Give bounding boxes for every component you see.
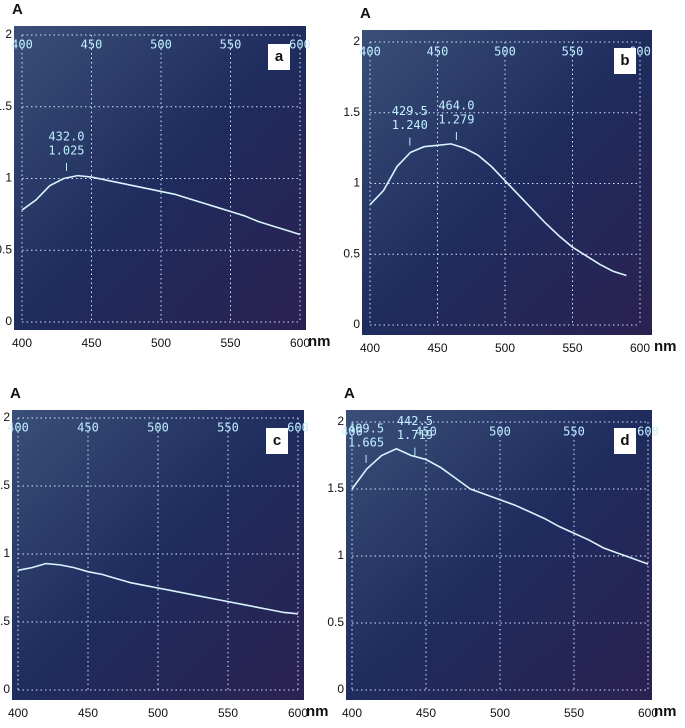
panel-badge <box>614 48 636 74</box>
screen-x-label: 600 <box>289 38 311 52</box>
x-tick-label: 500 <box>490 706 510 720</box>
screen-x-label: 400 <box>359 45 381 59</box>
x-tick-label: 450 <box>416 706 436 720</box>
screen-x-label: 550 <box>562 45 584 59</box>
screen <box>14 26 306 330</box>
peak-x-label: 442.5 <box>397 414 433 428</box>
x-tick-label: 500 <box>151 336 171 350</box>
x-axis-label: nm <box>308 333 331 350</box>
y-tick-label: 1 <box>5 171 12 185</box>
y-tick-label: 0 <box>337 682 344 696</box>
peak-y-label: 1.665 <box>348 435 384 449</box>
y-axis-label: A <box>344 385 355 402</box>
x-tick-label: 400 <box>8 706 28 720</box>
y-axis-label: A <box>12 1 23 18</box>
y-tick-label: 1 <box>337 548 344 562</box>
y-axis-label: A <box>360 5 371 22</box>
y-tick-label: 1.5 <box>343 105 360 119</box>
panel-label: d <box>620 432 629 449</box>
x-tick-label: 600 <box>630 341 650 355</box>
y-tick-label: 1 <box>353 176 360 190</box>
screen-x-label: 450 <box>77 421 99 435</box>
spectrum-line <box>369 143 627 277</box>
screen-x-label: 500 <box>494 45 516 59</box>
x-axis-label: nm <box>306 703 329 720</box>
y-tick-label: 2 <box>353 34 360 48</box>
peak-y-label: 1.240 <box>392 118 428 132</box>
y-tick-label: 0.5 <box>0 242 12 256</box>
screen-x-label: 400 <box>341 425 363 439</box>
y-tick-label: 0 <box>5 314 12 328</box>
x-tick-label: 450 <box>81 336 101 350</box>
peak-x-label: 429.5 <box>392 104 428 118</box>
y-tick-label: 0 <box>353 317 360 331</box>
peak-y-label: 1.719 <box>397 428 433 442</box>
screen-x-label: 500 <box>489 425 511 439</box>
screen-x-label: 450 <box>415 425 437 439</box>
x-tick-label: 550 <box>220 336 240 350</box>
screen <box>346 410 652 700</box>
spectrum-line <box>17 562 299 615</box>
x-tick-label: 500 <box>495 341 515 355</box>
x-tick-label: 600 <box>288 706 308 720</box>
screen-x-label: 550 <box>563 425 585 439</box>
x-tick-label: 500 <box>148 706 168 720</box>
screen-x-label: 400 <box>7 421 29 435</box>
panel-label: a <box>275 48 284 65</box>
y-axis-label: A <box>10 385 21 402</box>
peak-y-label: 1.279 <box>438 113 474 127</box>
y-tick-label: 2 <box>5 27 12 41</box>
y-tick-label: 0.5 <box>0 614 10 628</box>
screen-x-label: 550 <box>217 421 239 435</box>
y-tick-label: 0.5 <box>343 246 360 260</box>
spectrum-line <box>21 174 301 236</box>
panel-badge <box>268 44 290 70</box>
screen-x-label: 550 <box>220 38 242 52</box>
x-tick-label: 400 <box>342 706 362 720</box>
panel-badge <box>266 428 288 454</box>
y-tick-label: 1.5 <box>0 478 10 492</box>
panel-label: c <box>273 432 281 449</box>
x-axis-label: nm <box>654 338 677 355</box>
screen-x-label: 500 <box>147 421 169 435</box>
peak-y-label: 1.025 <box>48 143 84 157</box>
x-tick-label: 550 <box>562 341 582 355</box>
peak-x-label: 464.0 <box>438 99 474 113</box>
screen <box>12 410 304 700</box>
x-tick-label: 600 <box>290 336 310 350</box>
screen-x-label: 600 <box>287 421 309 435</box>
y-tick-label: 0 <box>3 682 10 696</box>
screen-x-label: 450 <box>427 45 449 59</box>
x-tick-label: 550 <box>218 706 238 720</box>
x-tick-label: 450 <box>427 341 447 355</box>
screen-x-label: 450 <box>81 38 103 52</box>
y-tick-label: 1.5 <box>0 99 12 113</box>
y-tick-label: 0.5 <box>327 615 344 629</box>
x-tick-label: 600 <box>638 706 658 720</box>
panel-label: b <box>620 52 629 69</box>
screen-x-label: 600 <box>637 425 659 439</box>
y-tick-label: 2 <box>337 414 344 428</box>
y-tick-label: 1 <box>3 546 10 560</box>
x-tick-label: 450 <box>78 706 98 720</box>
screen-x-label: 500 <box>150 38 172 52</box>
x-tick-label: 400 <box>12 336 32 350</box>
x-tick-label: 400 <box>360 341 380 355</box>
peak-x-label: 409.5 <box>348 421 384 435</box>
panel-badge <box>614 428 636 454</box>
spectrum-line <box>351 447 649 565</box>
x-axis-label: nm <box>654 703 677 720</box>
peak-x-label: 432.0 <box>48 129 84 143</box>
y-tick-label: 1.5 <box>327 481 344 495</box>
y-tick-label: 2 <box>3 410 10 424</box>
x-tick-label: 550 <box>564 706 584 720</box>
screen-x-label: 400 <box>11 38 33 52</box>
